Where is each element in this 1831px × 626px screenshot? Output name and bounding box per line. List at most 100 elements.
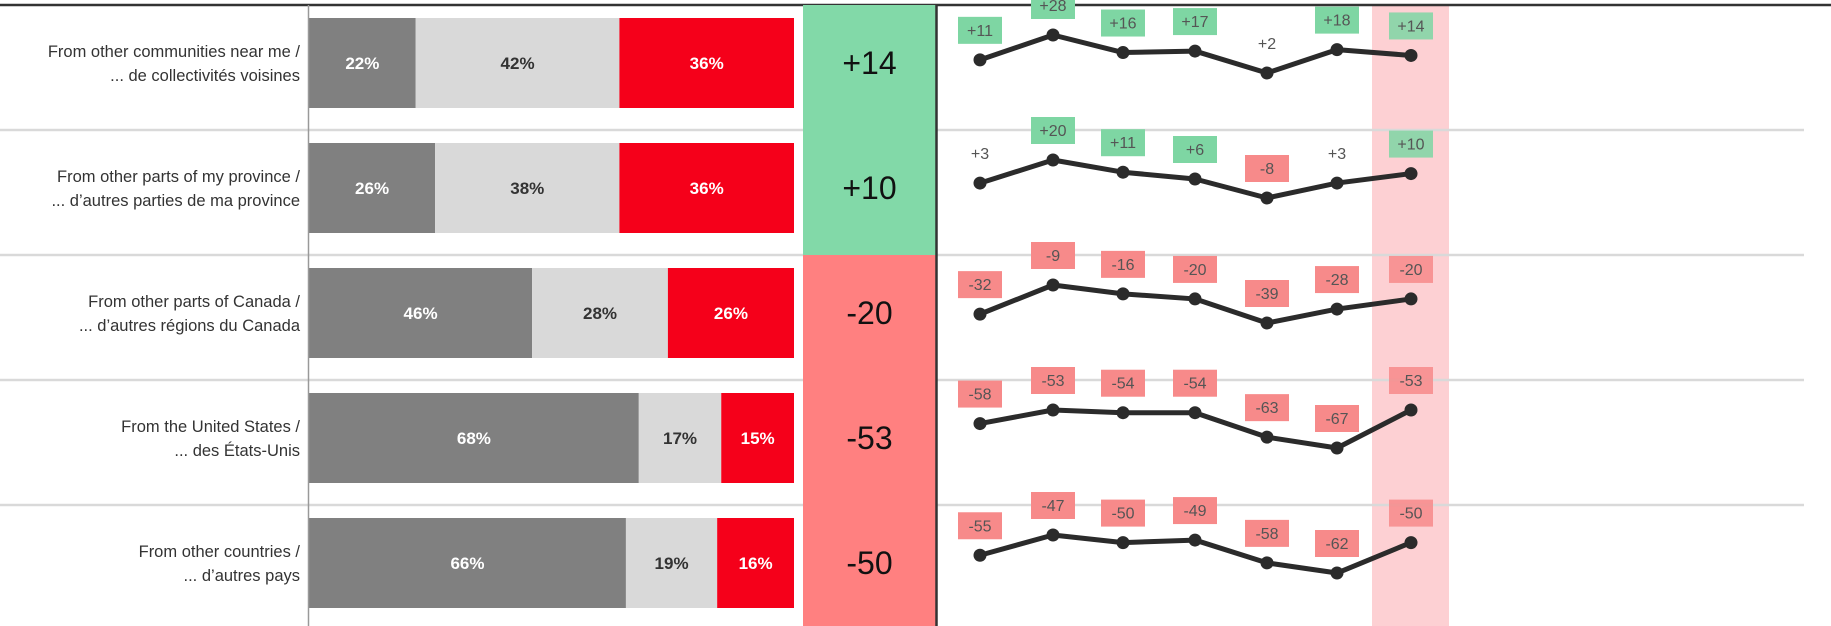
trend-point bbox=[1330, 302, 1344, 316]
net-score-cell bbox=[803, 505, 936, 626]
trend-point bbox=[973, 176, 987, 190]
trend-value-badge bbox=[1031, 367, 1075, 394]
trend-point bbox=[1188, 172, 1202, 186]
category-label-line2: ... d’autres régions du Canada bbox=[79, 317, 301, 335]
trend-value-badge bbox=[1173, 369, 1217, 397]
trend-value-label: +17 bbox=[1181, 14, 1208, 31]
bar-segment bbox=[532, 268, 668, 358]
trend-value-label: -53 bbox=[1041, 373, 1064, 390]
trend-value-label: +11 bbox=[967, 23, 993, 40]
bar-segment bbox=[625, 518, 718, 608]
trend-value-badge bbox=[1031, 0, 1075, 19]
trend-value-label: +3 bbox=[971, 146, 989, 163]
trend-value-badge bbox=[1245, 155, 1289, 182]
category-label-line1: From other countries / bbox=[139, 543, 301, 561]
bar-segment bbox=[721, 393, 794, 483]
trend-value-label: -54 bbox=[1183, 376, 1206, 393]
bar-segment-label: 46% bbox=[404, 304, 438, 323]
trend-value-badge bbox=[1315, 405, 1359, 432]
trend-point bbox=[1260, 430, 1274, 444]
trend-value-label: -55 bbox=[968, 518, 991, 535]
trend-point bbox=[1330, 566, 1344, 580]
net-score-label: -20 bbox=[846, 295, 892, 331]
bar-segment bbox=[619, 143, 794, 233]
trend-value-label: -50 bbox=[1399, 506, 1422, 523]
trend-point bbox=[1116, 406, 1130, 420]
bar-segment bbox=[309, 18, 416, 108]
bar-segment-label: 42% bbox=[501, 54, 535, 73]
trend-value-label: +28 bbox=[1039, 0, 1066, 15]
trend-value-label: -50 bbox=[1111, 506, 1134, 523]
trend-value-badge bbox=[1101, 9, 1145, 37]
bar-segment-label: 17% bbox=[663, 429, 697, 448]
trend-point bbox=[1260, 316, 1274, 330]
trend-value-badge bbox=[1173, 497, 1217, 525]
trend-value-label: -28 bbox=[1325, 272, 1348, 289]
category-label-line2: ... de collectivités voisines bbox=[110, 67, 300, 85]
trend-point bbox=[1404, 403, 1418, 417]
trend-value-badge bbox=[1245, 280, 1289, 307]
net-score-label: +14 bbox=[842, 45, 896, 81]
trend-value-badge bbox=[1031, 117, 1075, 144]
trend-point bbox=[1260, 66, 1274, 80]
trend-point bbox=[1330, 43, 1344, 57]
trend-value-badge bbox=[1173, 136, 1217, 163]
trend-point bbox=[973, 307, 987, 321]
trend-point bbox=[1116, 536, 1130, 550]
bar-segment bbox=[435, 143, 620, 233]
bar-segment bbox=[619, 18, 794, 108]
trend-value-badge bbox=[1101, 369, 1145, 397]
trend-point bbox=[1116, 287, 1130, 301]
bar-segment-label: 38% bbox=[510, 179, 544, 198]
trend-value-badge bbox=[1173, 255, 1217, 283]
bar-segment-label: 66% bbox=[450, 554, 484, 573]
net-score-label: +10 bbox=[842, 170, 896, 206]
trend-value-badge bbox=[1101, 499, 1145, 527]
trend-point bbox=[973, 548, 987, 562]
bar-segment-label: 16% bbox=[739, 554, 773, 573]
trend-value-label: -8 bbox=[1260, 161, 1274, 178]
trend-value-badge bbox=[1389, 12, 1433, 40]
trend-value-label: -16 bbox=[1111, 257, 1134, 274]
trend-value-label: -20 bbox=[1399, 262, 1422, 279]
trend-point bbox=[1404, 167, 1418, 181]
bar-segment bbox=[415, 18, 620, 108]
trend-point bbox=[1046, 403, 1060, 417]
trend-value-label: -62 bbox=[1325, 536, 1348, 553]
bar-segment-label: 22% bbox=[345, 54, 379, 73]
bar-segment-label: 36% bbox=[690, 179, 724, 198]
trend-point bbox=[1260, 556, 1274, 570]
trend-point bbox=[973, 417, 987, 431]
trend-value-badge bbox=[958, 380, 1002, 408]
trend-value-badge bbox=[1245, 519, 1289, 547]
trend-value-label: +20 bbox=[1039, 123, 1066, 140]
category-label-line2: ... d’autres pays bbox=[184, 567, 300, 585]
trend-value-badge bbox=[958, 16, 1002, 44]
trend-value-badge bbox=[1315, 530, 1359, 557]
trend-point bbox=[1260, 191, 1274, 205]
bar-segment-label: 36% bbox=[690, 54, 724, 73]
net-score-label: -53 bbox=[846, 420, 892, 456]
bar-segment bbox=[309, 518, 626, 608]
trend-value-label: -32 bbox=[968, 277, 991, 294]
trend-value-label: -49 bbox=[1183, 503, 1206, 520]
trend-value-label: -53 bbox=[1399, 373, 1422, 390]
trend-value-label: +3 bbox=[1328, 146, 1346, 163]
trend-value-badge bbox=[1173, 8, 1217, 36]
trend-point bbox=[1116, 46, 1130, 60]
bar-segment-label: 28% bbox=[583, 304, 617, 323]
bar-segment-label: 15% bbox=[741, 429, 775, 448]
net-score-cell bbox=[803, 130, 936, 255]
trend-value-badge bbox=[1031, 492, 1075, 519]
trend-value-label: -20 bbox=[1183, 262, 1206, 279]
bar-segment bbox=[667, 268, 794, 358]
bar-segment-label: 19% bbox=[655, 554, 689, 573]
trend-point bbox=[1404, 536, 1418, 550]
trend-value-label: -63 bbox=[1255, 400, 1278, 417]
trend-point bbox=[1046, 28, 1060, 42]
trend-value-badge bbox=[1389, 499, 1433, 527]
trend-point bbox=[1046, 528, 1060, 542]
category-label-line1: From other parts of Canada / bbox=[88, 293, 300, 311]
trend-point bbox=[1330, 176, 1344, 190]
